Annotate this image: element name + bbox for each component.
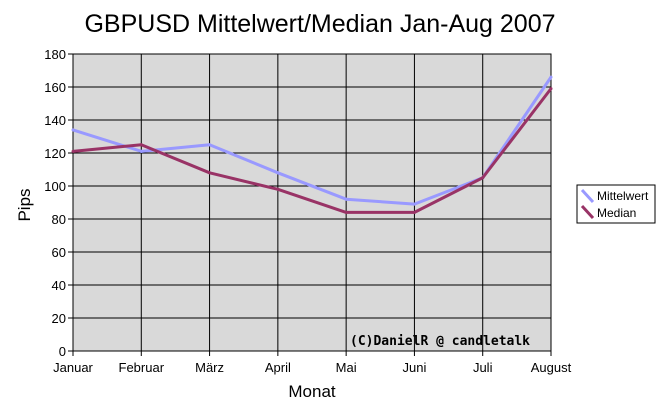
y-tick-label: 120 [44, 146, 66, 161]
legend: Mittelwert Median [576, 184, 656, 224]
plot-area [72, 53, 552, 352]
x-tick-label: Januar [53, 360, 93, 375]
x-tick-label: April [265, 360, 291, 375]
data-point-median [276, 187, 280, 191]
data-point-mittelwert [139, 149, 143, 153]
data-point-median [344, 210, 348, 214]
y-tick-label: 20 [52, 311, 66, 326]
legend-swatch-median [580, 204, 595, 220]
y-axis-label: Pips [15, 188, 34, 221]
data-point-mittelwert [276, 171, 280, 175]
data-point-median [71, 149, 75, 153]
data-point-median [481, 176, 485, 180]
y-tick-label: 180 [44, 47, 66, 62]
legend-swatch-mittelwert [580, 188, 595, 204]
x-tick-label: August [531, 360, 572, 375]
series-line-median [72, 87, 553, 214]
x-tick-label: Juli [473, 360, 493, 375]
copyright-annotation: (C)DanielR @ candletalk [350, 334, 530, 349]
legend-label-median: Median [597, 206, 636, 220]
chart-title: GBPUSD Mittelwert/Median Jan-Aug 2007 [84, 10, 555, 38]
y-tick-label: 0 [59, 344, 66, 359]
y-tick-label: 40 [52, 278, 66, 293]
y-tick-label: 80 [52, 212, 66, 227]
y-tick-label: 60 [52, 245, 66, 260]
x-axis-label: Monat [288, 382, 336, 401]
data-point-mittelwert [549, 75, 553, 79]
data-point-median [412, 210, 416, 214]
y-tick-label: 140 [44, 113, 66, 128]
x-tick-label: Mai [336, 360, 357, 375]
x-tick-label: Februar [119, 360, 165, 375]
data-point-mittelwert [208, 143, 212, 147]
x-tick-label: Juni [402, 360, 426, 375]
x-tick-label: März [195, 360, 224, 375]
data-point-mittelwert [412, 202, 416, 206]
data-point-median [139, 143, 143, 147]
data-point-median [208, 171, 212, 175]
data-point-mittelwert [71, 128, 75, 132]
y-tick-label: 160 [44, 80, 66, 95]
data-point-median [549, 87, 553, 91]
data-point-mittelwert [344, 197, 348, 201]
legend-label-mittelwert: Mittelwert [597, 189, 649, 203]
y-tick-label: 100 [44, 179, 66, 194]
